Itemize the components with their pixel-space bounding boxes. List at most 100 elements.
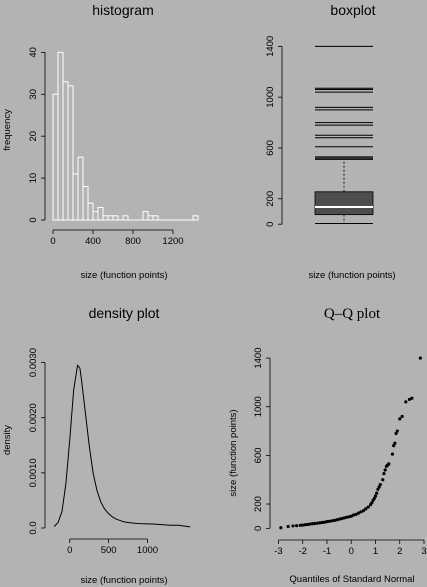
- qq-point: [378, 482, 382, 487]
- density-plot-y-tick-label: 0.0020: [28, 403, 39, 432]
- qq-point: [335, 518, 339, 522]
- qq-point: [395, 429, 399, 433]
- density-plot-x-tick-label: 0: [67, 545, 72, 556]
- qq-plot-y-axis-label: size (function points): [228, 409, 239, 496]
- qq-plot-y-tick-label: 0: [253, 526, 264, 531]
- qq-point: [320, 520, 324, 525]
- qq-point: [327, 519, 331, 523]
- density-plot-y-axis-label: density: [2, 425, 13, 455]
- qq-point: [279, 526, 283, 530]
- histogram-y-tick-label: 10: [28, 173, 39, 184]
- density-plot-panel: density plot size (function points) dens…: [2, 305, 191, 586]
- boxplot-y-tick-label: 1400: [265, 36, 276, 57]
- qq-plot-x-tick-label: -3: [274, 546, 282, 557]
- qq-plot-panel: Q–Q plot Quantiles of Standard Normal si…: [228, 306, 427, 585]
- qq-plot-y-tick-label: 1400: [253, 348, 264, 369]
- qq-point: [398, 417, 402, 421]
- qq-plot-x-tick-label: 1: [373, 546, 378, 557]
- histogram-panel: histogram size (function points) frequen…: [2, 2, 199, 281]
- histogram-y-tick-label: 30: [28, 89, 39, 100]
- boxplot-x-axis-label: size (function points): [308, 270, 395, 281]
- boxplot-y-tick-label: 1000: [265, 87, 276, 108]
- qq-point: [330, 519, 334, 523]
- histogram-x-axis-label: size (function points): [80, 270, 167, 281]
- qq-point: [339, 517, 344, 521]
- qq-point: [344, 515, 348, 520]
- qq-point: [352, 513, 356, 517]
- qq-point: [394, 431, 398, 436]
- qq-point: [407, 397, 412, 402]
- qq-point: [400, 414, 404, 419]
- qq-plot-title: Q–Q plot: [324, 306, 381, 322]
- qq-point: [310, 522, 314, 526]
- histogram-y-axis-label: frequency: [2, 109, 13, 151]
- boxplot-title: boxplot: [330, 2, 375, 18]
- qq-point: [325, 520, 329, 524]
- qq-point: [392, 444, 396, 448]
- density-plot-y-tick-label: 0.0: [28, 521, 39, 534]
- histogram-y-tick-label: 0: [28, 217, 39, 222]
- qq-point: [359, 510, 363, 514]
- qq-point: [305, 522, 310, 527]
- boxplot-panel: boxplot size (function points) 0 200 600 10…: [265, 2, 396, 281]
- qq-plot-x-tick-label: -2: [298, 546, 306, 557]
- qq-point: [332, 518, 336, 523]
- qq-plot-x-axis-label: Quantiles of Standard Normal: [289, 574, 414, 585]
- qq-point: [308, 522, 312, 526]
- qq-plot-x-tick-label: -1: [323, 546, 331, 557]
- qq-point: [315, 521, 319, 525]
- qq-point: [382, 472, 386, 476]
- boxplot-box: [314, 191, 374, 216]
- histogram-x-tick-label: 400: [85, 236, 101, 247]
- qq-point: [387, 462, 391, 466]
- qq-plot-y-tick-label: 600: [253, 447, 264, 463]
- qq-point: [366, 505, 370, 509]
- qq-point: [322, 520, 327, 524]
- histogram-title: histogram: [92, 2, 153, 18]
- qq-point: [373, 494, 378, 498]
- qq-point: [356, 511, 361, 515]
- qq-point: [381, 478, 385, 482]
- density-plot-x-tick-label: 500: [101, 545, 117, 556]
- histogram-y-tick-label: 40: [28, 47, 39, 58]
- qq-point: [354, 512, 358, 516]
- qq-point: [318, 521, 322, 525]
- boxplot-y-tick-label: 0: [265, 222, 276, 227]
- histogram-x-tick-label: 1200: [162, 236, 183, 247]
- qq-point: [376, 487, 380, 492]
- qq-point: [301, 523, 305, 527]
- qq-point: [390, 452, 395, 456]
- density-plot-x-tick-label: 1000: [137, 545, 158, 556]
- qq-point: [286, 524, 290, 529]
- histogram-x-tick-label: 0: [50, 236, 55, 247]
- qq-plot-x-tick-label: 3: [421, 546, 426, 557]
- histogram-y-tick-label: 20: [28, 131, 39, 142]
- qq-plot-x-tick-label: 2: [397, 546, 402, 557]
- qq-point: [347, 515, 351, 519]
- qq-point: [337, 517, 341, 521]
- qq-point: [349, 514, 353, 518]
- boxplot-y-tick-label: 600: [265, 140, 276, 156]
- density-plot-y-tick-label: 0.0010: [28, 458, 39, 487]
- qq-point: [404, 400, 408, 404]
- qq-point: [295, 524, 299, 528]
- qq-plot-x-tick-label: 0: [349, 546, 354, 557]
- density-plot-x-axis-label: size (function points): [80, 575, 167, 586]
- boxplot-y-tick-label: 200: [265, 191, 276, 207]
- qq-point: [393, 441, 397, 445]
- qq-point: [377, 485, 381, 489]
- qq-point: [313, 521, 317, 526]
- qq-point: [298, 523, 302, 527]
- qq-point: [364, 507, 368, 511]
- qq-point: [291, 524, 295, 528]
- qq-point: [303, 523, 307, 527]
- density-curve: [53, 364, 191, 528]
- density-plot-title: density plot: [89, 305, 160, 321]
- qq-point: [418, 356, 422, 360]
- qq-point: [361, 509, 365, 513]
- qq-point: [410, 396, 414, 400]
- qq-point: [383, 468, 387, 472]
- qq-point: [370, 501, 374, 505]
- density-plot-y-tick-label: 0.0030: [28, 348, 39, 377]
